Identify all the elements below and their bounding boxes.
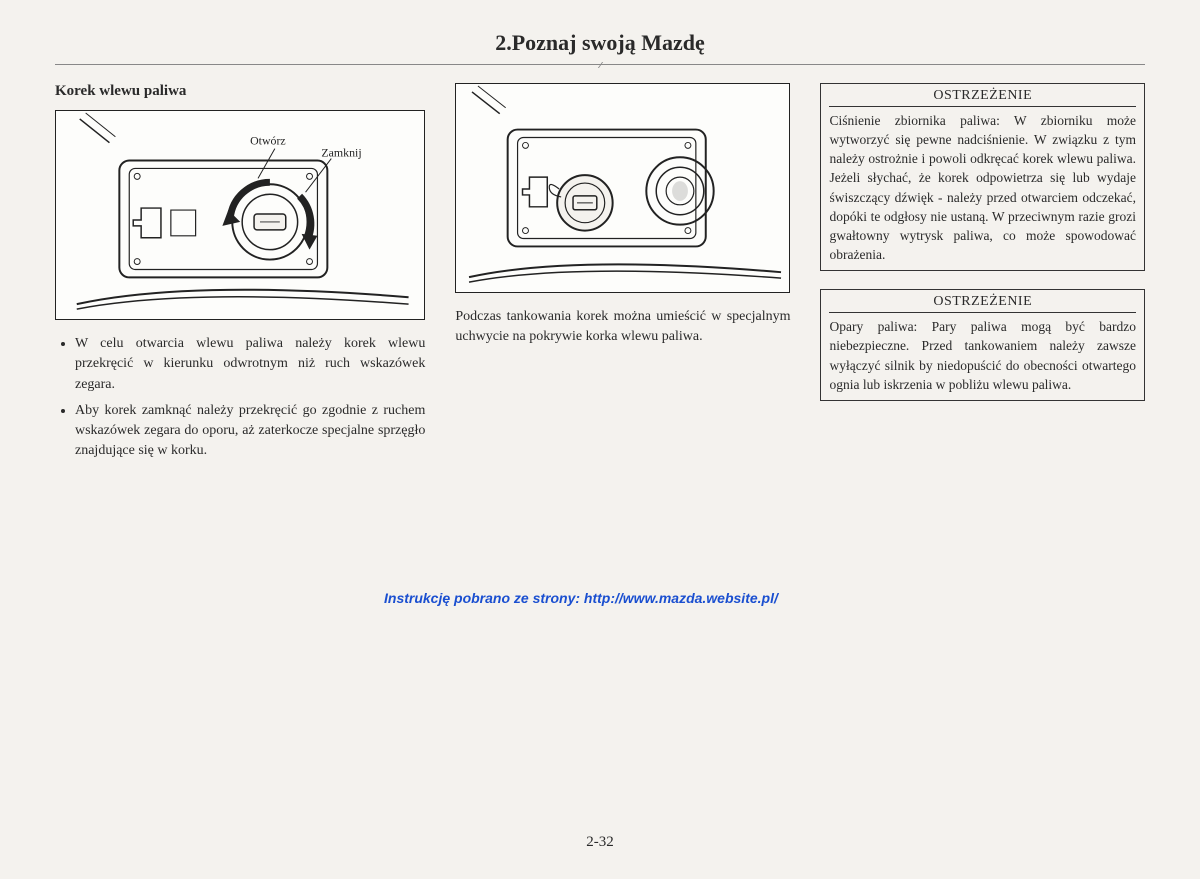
warning-title: OSTRZEŻENIE [829, 294, 1136, 313]
right-column: OSTRZEŻENIE Ciśnienie zbiornika paliwa: … [820, 83, 1145, 468]
middle-column: Podczas tankowania korek można umieścić … [455, 83, 790, 468]
warning-title: OSTRZEŻENIE [829, 88, 1136, 107]
diagram-cap-holder [455, 83, 790, 293]
section-heading: Korek wlewu paliwa [55, 83, 425, 100]
warning-body: Opary paliwa: Pary paliwa mogą być bardz… [829, 317, 1136, 394]
page-number: 2-32 [0, 834, 1200, 851]
left-column: Korek wlewu paliwa [55, 83, 425, 468]
warning-body: Ciśnienie zbiornika paliwa: W zbiorniku … [829, 111, 1136, 264]
list-item: W celu otwarcia wlewu paliwa należy kore… [75, 334, 425, 395]
middle-paragraph: Podczas tankowania korek można umieścić … [455, 307, 790, 348]
warning-box: OSTRZEŻENIE Ciśnienie zbiornika paliwa: … [820, 83, 1145, 271]
content-columns: Korek wlewu paliwa [55, 83, 1145, 468]
diagram-cap-open-close: Otwórz Zamknij [55, 110, 425, 320]
warning-box: OSTRZEŻENIE Opary paliwa: Pary paliwa mo… [820, 289, 1145, 401]
watermark-link: Instrukcję pobrano ze strony: http://www… [384, 590, 778, 606]
instruction-list: W celu otwarcia wlewu paliwa należy kore… [55, 334, 425, 462]
diagram-label-close: Zamknij [321, 146, 361, 160]
diagram-label-open: Otwórz [250, 134, 286, 148]
horizontal-rule [55, 64, 1145, 65]
list-item: Aby korek zamknąć należy przekręcić go z… [75, 401, 425, 462]
page-title: 2.Poznaj swoją Mazdę [55, 30, 1145, 56]
